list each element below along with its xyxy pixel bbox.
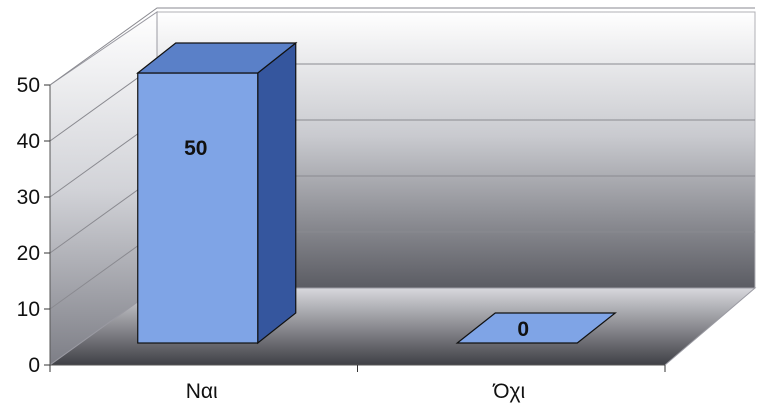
y-tick-label: 40	[17, 130, 40, 153]
y-axis-ticks: 0 10 20 30 40 50	[17, 74, 50, 377]
x-tick-label: Όχι	[492, 380, 525, 403]
bar-top	[455, 312, 617, 344]
bar-0: 50	[136, 41, 298, 345]
data-label: 50	[184, 137, 207, 160]
bar-side	[257, 41, 297, 345]
x-tick-label: Ναι	[186, 380, 218, 403]
plot-walls	[48, 11, 757, 366]
axes	[49, 85, 666, 372]
bar-front	[137, 72, 259, 344]
data-label: 0	[517, 318, 529, 341]
y-tick-label: 50	[17, 74, 40, 97]
x-axis-labels: Ναι Όχι	[186, 380, 526, 403]
y-tick-label: 10	[17, 298, 40, 321]
gridline-50	[49, 7, 755, 86]
bars: 50 0	[136, 41, 617, 345]
y-tick-label: 0	[28, 354, 40, 377]
bar-1: 0	[455, 312, 617, 344]
y-tick-label: 20	[17, 242, 40, 265]
y-tick-label: 30	[17, 186, 40, 209]
bar-top	[136, 42, 298, 74]
